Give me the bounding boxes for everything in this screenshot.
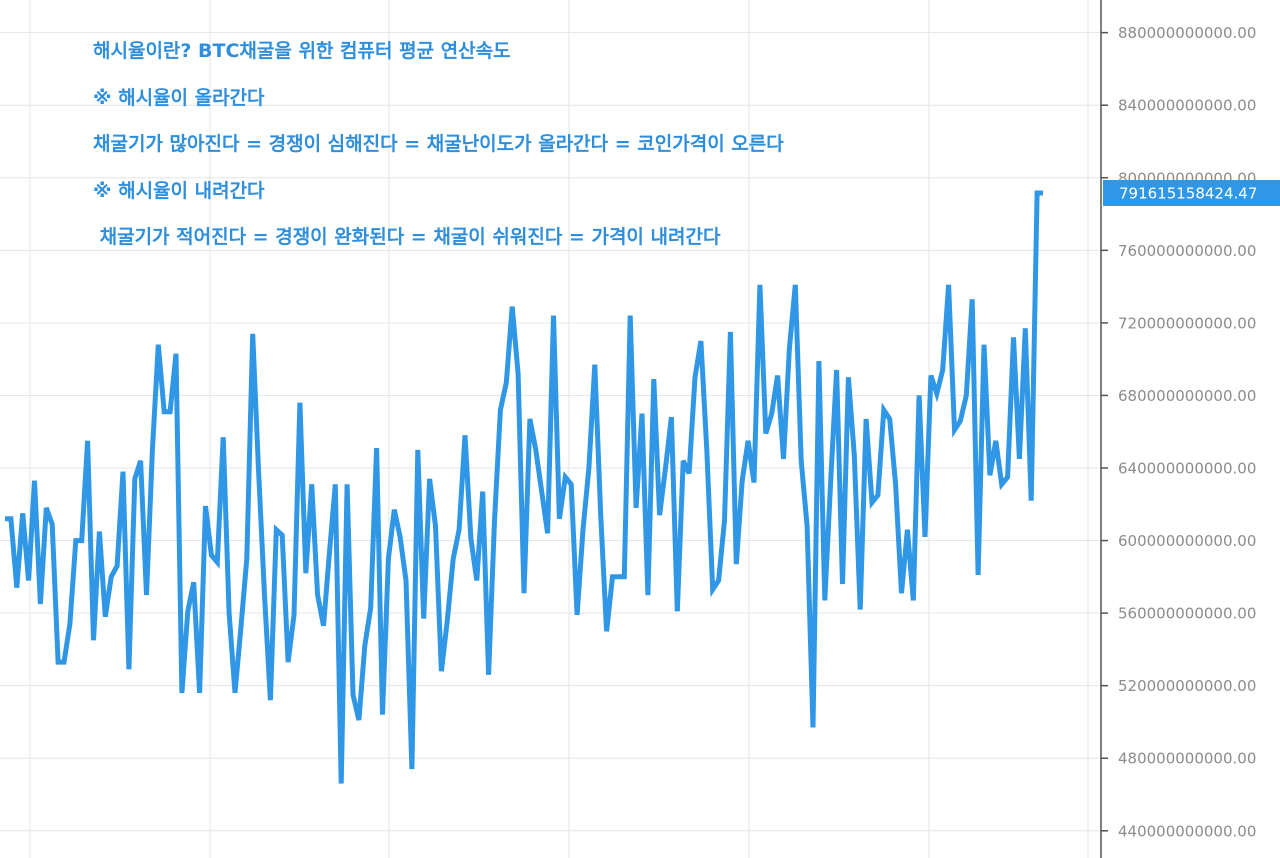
y-tick-label: 520000000000.00 xyxy=(1118,677,1256,695)
y-tick-label: 880000000000.00 xyxy=(1118,24,1256,42)
last-value-label: 791615158424.47 xyxy=(1119,184,1257,202)
y-tick-label: 680000000000.00 xyxy=(1118,387,1256,405)
annotation-down-effects: 채굴기가 적어진다 = 경쟁이 완화된다 = 채굴이 쉬워진다 = 가격이 내려… xyxy=(93,226,721,248)
y-tick-label: 600000000000.00 xyxy=(1118,532,1256,550)
y-tick-label: 760000000000.00 xyxy=(1118,242,1256,260)
last-value-badge: 791615158424.47 xyxy=(1103,179,1280,206)
series-line xyxy=(5,190,1043,784)
annotation-hashrate-down: ※ 해시율이 내려간다 xyxy=(93,180,265,202)
annotation-hashrate-definition: 해시율이란? BTC채굴을 위한 컴퓨터 평균 연산속도 xyxy=(93,40,511,62)
y-tick-label: 560000000000.00 xyxy=(1118,605,1256,623)
y-tick-label: 720000000000.00 xyxy=(1118,314,1256,332)
annotation-hashrate-up: ※ 해시율이 올라간다 xyxy=(93,87,265,109)
y-axis: 880000000000.00840000000000.008000000000… xyxy=(1100,0,1256,858)
y-tick-label: 480000000000.00 xyxy=(1118,750,1256,768)
annotation-up-effects: 채굴기가 많아진다 = 경쟁이 심해진다 = 채굴난이도가 올라간다 = 코인가… xyxy=(93,133,784,155)
series-layer xyxy=(5,190,1043,784)
y-tick-label: 640000000000.00 xyxy=(1118,460,1256,478)
annotations: 해시율이란? BTC채굴을 위한 컴퓨터 평균 연산속도 ※ 해시율이 올라간다… xyxy=(93,40,784,248)
last-value-badge-bg xyxy=(1103,179,1280,206)
y-tick-label: 840000000000.00 xyxy=(1118,97,1256,115)
y-tick-label: 440000000000.00 xyxy=(1118,822,1256,840)
